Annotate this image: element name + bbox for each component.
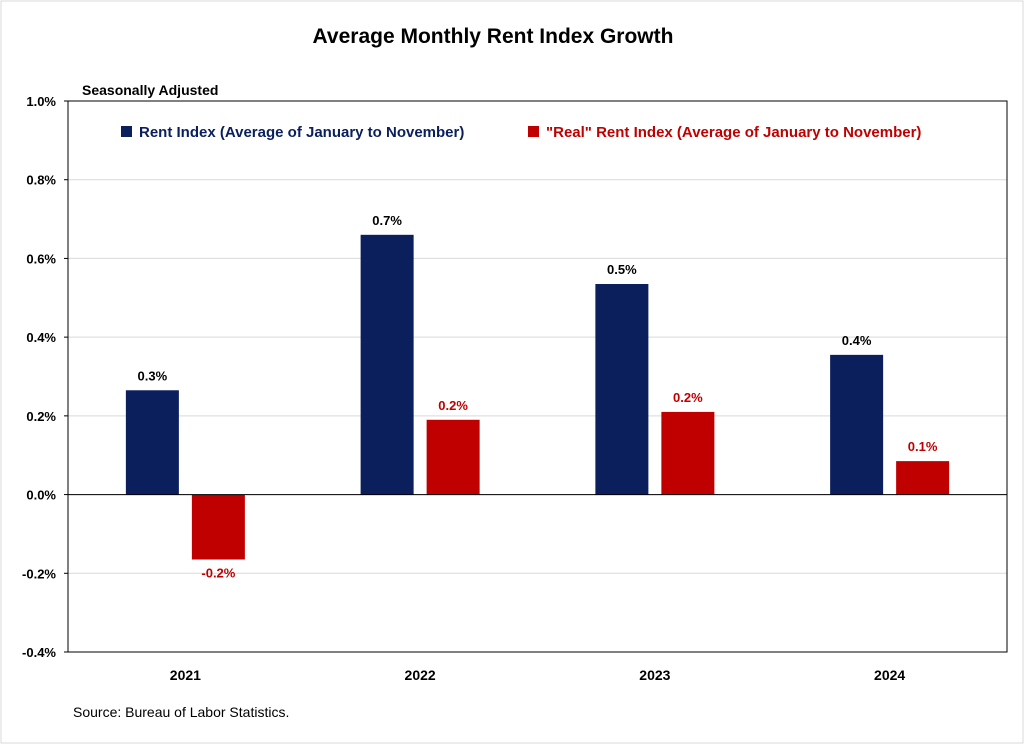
data-label-rent-index: 0.7% bbox=[372, 213, 402, 228]
source-note: Source: Bureau of Labor Statistics. bbox=[73, 704, 289, 720]
bar-rent-index bbox=[595, 284, 649, 495]
y-axis-ticks: -0.4% -0.2% 0.0% 0.2% 0.4% 0.6% 0.8% 1.0% bbox=[22, 94, 68, 660]
x-category-label: 2021 bbox=[170, 667, 201, 683]
bar-real-rent-index bbox=[426, 419, 480, 495]
y-tick-label: 0.2% bbox=[26, 409, 56, 424]
data-label-rent-index: 0.3% bbox=[138, 368, 168, 383]
bars bbox=[125, 234, 950, 560]
legend-item-rent-index: Rent Index (Average of January to Novemb… bbox=[121, 124, 464, 141]
x-axis-categories: 2021 2022 2023 2024 bbox=[170, 667, 906, 683]
data-label-real-rent-index: 0.2% bbox=[438, 398, 468, 413]
y-tick-label: 0.0% bbox=[26, 488, 56, 503]
data-label-rent-index: 0.5% bbox=[607, 262, 637, 277]
legend-swatch-rent-index bbox=[121, 126, 132, 137]
y-tick-label: 0.8% bbox=[26, 173, 56, 188]
legend-item-real-rent-index: "Real" Rent Index (Average of January to… bbox=[528, 124, 921, 141]
bar-real-rent-index bbox=[896, 461, 950, 495]
data-label-real-rent-index: -0.2% bbox=[201, 566, 235, 581]
legend: Rent Index (Average of January to Novemb… bbox=[121, 124, 921, 141]
y-tick-label: -0.2% bbox=[22, 566, 56, 581]
chart-subtitle: Seasonally Adjusted bbox=[82, 82, 218, 98]
x-category-label: 2022 bbox=[405, 667, 436, 683]
y-tick-label: 1.0% bbox=[26, 94, 56, 109]
bar-rent-index bbox=[830, 354, 884, 495]
bar-rent-index bbox=[125, 390, 179, 495]
legend-label-rent-index: Rent Index (Average of January to Novemb… bbox=[139, 124, 464, 141]
legend-label-real-rent-index: "Real" Rent Index (Average of January to… bbox=[546, 124, 921, 141]
y-tick-label: 0.6% bbox=[26, 251, 56, 266]
y-tick-label: 0.4% bbox=[26, 330, 56, 345]
data-label-rent-index: 0.4% bbox=[842, 333, 872, 348]
chart-title: Average Monthly Rent Index Growth bbox=[313, 25, 674, 48]
x-category-label: 2023 bbox=[639, 667, 670, 683]
x-category-label: 2024 bbox=[874, 667, 905, 683]
bar-real-rent-index bbox=[661, 411, 715, 495]
legend-swatch-real-rent-index bbox=[528, 126, 539, 137]
y-tick-label: -0.4% bbox=[22, 645, 56, 660]
bar-real-rent-index bbox=[191, 494, 245, 560]
plot-frame bbox=[67, 100, 1008, 653]
data-labels: 0.3% -0.2% 0.7% 0.2% 0.5% 0.2% 0.4% 0.1% bbox=[138, 213, 938, 581]
bar-rent-index bbox=[360, 234, 414, 495]
data-label-real-rent-index: 0.1% bbox=[908, 439, 938, 454]
data-label-real-rent-index: 0.2% bbox=[673, 390, 703, 405]
